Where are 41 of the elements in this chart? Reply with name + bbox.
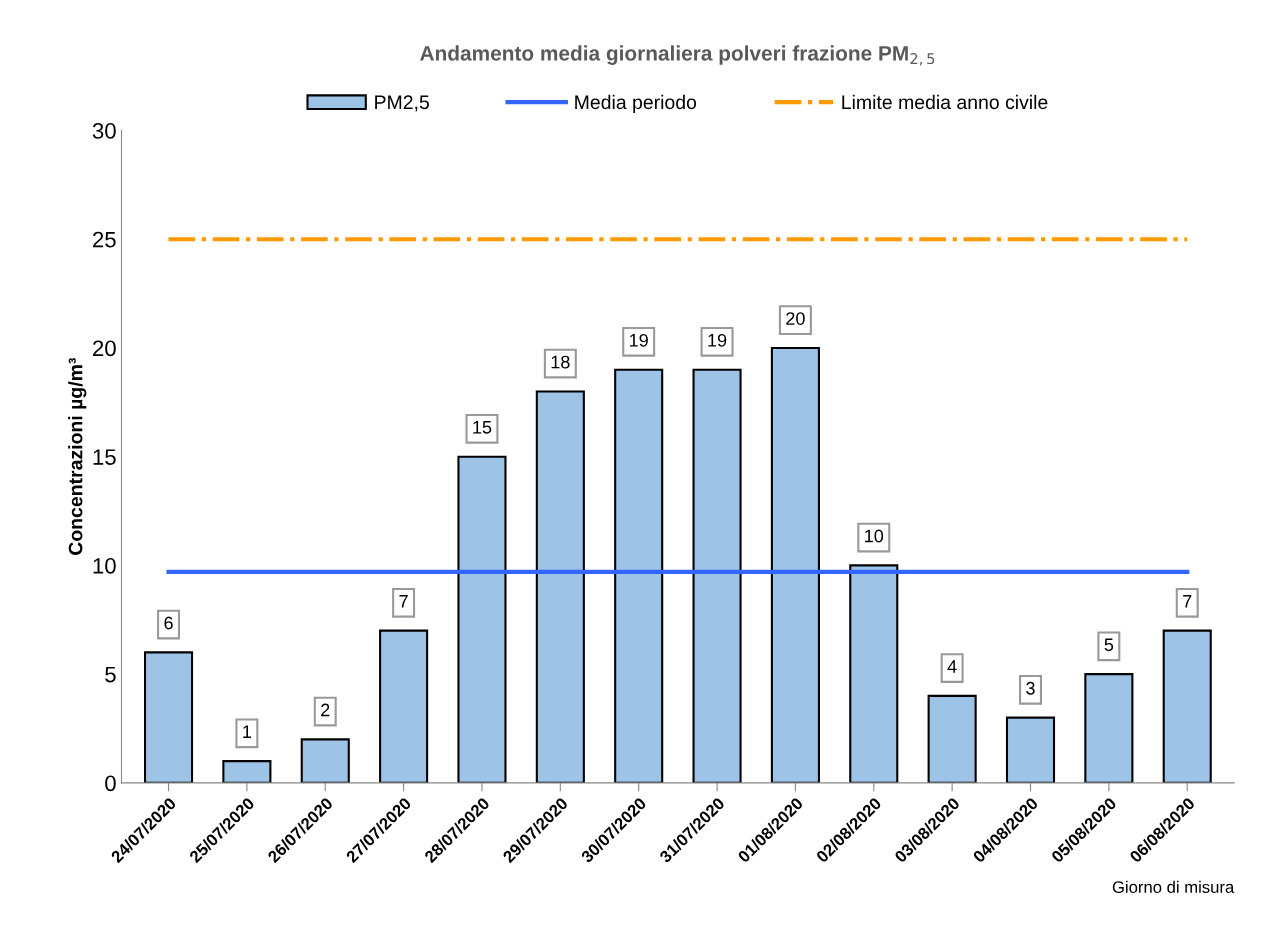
- bar: [1162, 629, 1212, 783]
- data-label: 3: [1026, 681, 1035, 695]
- data-label: 4: [947, 660, 957, 673]
- bar: [770, 346, 820, 783]
- bar: [692, 368, 742, 783]
- chart-title: Andamento media giornaliera polveri frazione PM$_{2,5}$: [420, 45, 935, 66]
- y-axis-title: Concentrazioni µg/m³: [68, 358, 87, 555]
- data-label: 10: [865, 529, 884, 543]
- bar: [457, 455, 507, 783]
- y-tick-label: 5: [105, 666, 116, 683]
- data-label: 6: [164, 616, 173, 630]
- data-label: 19: [630, 333, 648, 347]
- bar: [379, 629, 429, 783]
- data-label: 7: [399, 595, 408, 608]
- data-label: 2: [321, 703, 330, 717]
- bar: [143, 651, 194, 783]
- data-label: 20: [786, 312, 805, 325]
- bar: [222, 760, 272, 783]
- data-label: 19: [708, 333, 727, 347]
- data-label: 1: [243, 725, 252, 738]
- y-tick-label: 25: [93, 231, 116, 248]
- x-axis-title: Giorno di misura: [1112, 880, 1235, 893]
- legend-label: Limite media anno civile: [842, 94, 1048, 110]
- y-tick-label: 20: [93, 340, 116, 357]
- data-label: 15: [473, 421, 492, 434]
- bar: [1084, 673, 1134, 783]
- data-label: 18: [551, 355, 570, 369]
- legend-label: Media periodo: [575, 94, 697, 113]
- bar: [1005, 716, 1056, 783]
- y-tick-label: 0: [105, 775, 116, 792]
- bar: [927, 694, 977, 783]
- bar: [614, 368, 664, 783]
- legend-label: PM2,5: [375, 95, 429, 112]
- y-tick-label: 30: [92, 123, 116, 139]
- bar: [300, 738, 350, 783]
- y-tick-label: 15: [93, 449, 116, 465]
- data-label: 7: [1183, 595, 1192, 608]
- bar: [849, 564, 899, 783]
- bar: [535, 390, 585, 783]
- data-label: 5: [1104, 638, 1114, 652]
- y-tick-label: 10: [93, 557, 116, 574]
